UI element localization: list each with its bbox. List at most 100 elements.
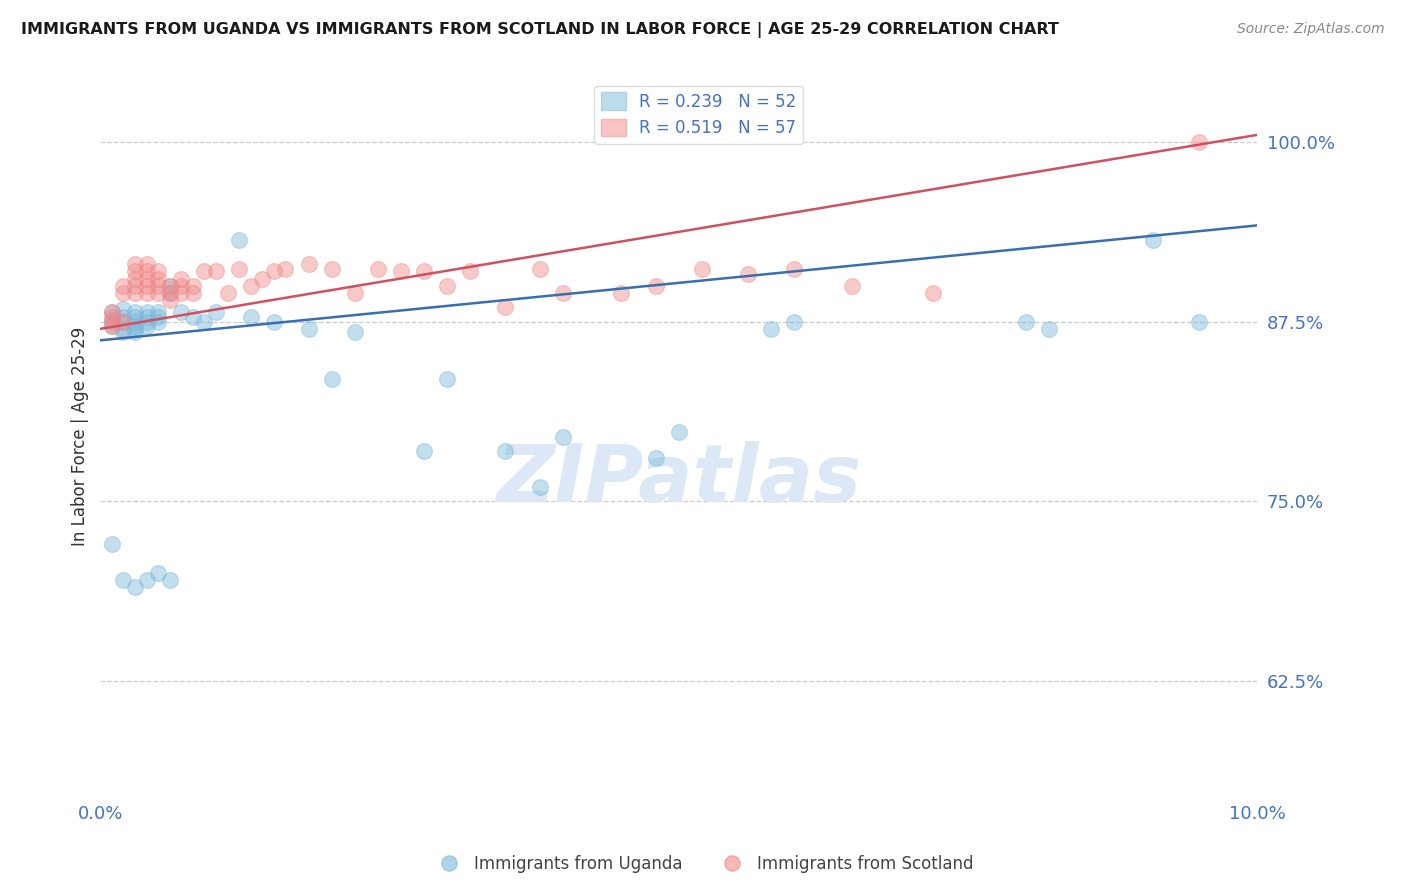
Point [124, 581, 146, 595]
Point [112, 285, 135, 300]
Point [124, 310, 146, 325]
Point [124, 278, 146, 293]
Point [101, 304, 124, 318]
Legend: R = 0.239   N = 52, R = 0.519   N = 57: R = 0.239 N = 52, R = 0.519 N = 57 [595, 86, 803, 144]
Point [148, 264, 170, 278]
Point [135, 257, 157, 271]
Point [263, 264, 285, 278]
Point [228, 233, 250, 247]
Point [159, 278, 181, 293]
Point [112, 325, 135, 339]
Point [170, 304, 193, 318]
Point [170, 271, 193, 285]
Point [148, 285, 170, 300]
Point [124, 325, 146, 339]
Point [124, 304, 146, 318]
Point [159, 574, 181, 588]
Point [413, 264, 436, 278]
Point [101, 537, 124, 551]
Point [529, 261, 551, 276]
Point [124, 285, 146, 300]
Point [610, 285, 633, 300]
Point [181, 278, 204, 293]
Point [1188, 315, 1211, 329]
Point [1015, 315, 1038, 329]
Point [135, 315, 157, 329]
Point [135, 285, 157, 300]
Text: ZIPatlas: ZIPatlas [496, 441, 862, 518]
Point [101, 318, 124, 333]
Point [343, 325, 366, 339]
Point [922, 285, 945, 300]
Point [101, 304, 124, 318]
Point [494, 444, 516, 458]
Point [112, 315, 135, 329]
Point [148, 566, 170, 580]
Point [124, 318, 146, 333]
Point [159, 293, 181, 307]
Point [135, 278, 157, 293]
Point [135, 264, 157, 278]
Point [644, 278, 666, 293]
Point [101, 318, 124, 333]
Point [124, 257, 146, 271]
Point [135, 310, 157, 325]
Point [135, 574, 157, 588]
Point [690, 261, 713, 276]
Point [112, 301, 135, 316]
Point [389, 264, 412, 278]
Point [101, 310, 124, 325]
Point [181, 285, 204, 300]
Point [1038, 322, 1060, 336]
Point [644, 451, 666, 466]
Point [112, 310, 135, 325]
Point [737, 267, 759, 281]
Point [148, 271, 170, 285]
Point [135, 271, 157, 285]
Point [112, 322, 135, 336]
Point [112, 315, 135, 329]
Point [239, 278, 262, 293]
Point [297, 322, 319, 336]
Point [783, 261, 806, 276]
Point [321, 372, 343, 386]
Point [551, 285, 574, 300]
Point [551, 429, 574, 443]
Point [124, 322, 146, 336]
Point [239, 310, 262, 325]
Point [205, 264, 228, 278]
Point [148, 304, 170, 318]
Point [263, 315, 285, 329]
Text: IMMIGRANTS FROM UGANDA VS IMMIGRANTS FROM SCOTLAND IN LABOR FORCE | AGE 25-29 CO: IMMIGRANTS FROM UGANDA VS IMMIGRANTS FRO… [21, 22, 1059, 38]
Point [413, 444, 436, 458]
Point [124, 315, 146, 329]
Point [159, 285, 181, 300]
Point [135, 304, 157, 318]
Legend: Immigrants from Uganda, Immigrants from Scotland: Immigrants from Uganda, Immigrants from … [426, 848, 980, 880]
Point [124, 264, 146, 278]
Point [159, 285, 181, 300]
Y-axis label: In Labor Force | Age 25-29: In Labor Force | Age 25-29 [72, 327, 89, 546]
Text: Source: ZipAtlas.com: Source: ZipAtlas.com [1237, 22, 1385, 37]
Point [761, 322, 783, 336]
Point [217, 285, 239, 300]
Point [297, 257, 319, 271]
Point [112, 574, 135, 588]
Point [205, 304, 228, 318]
Point [112, 278, 135, 293]
Point [668, 425, 690, 440]
Point [170, 285, 193, 300]
Point [494, 301, 516, 315]
Point [321, 261, 343, 276]
Point [841, 278, 863, 293]
Point [228, 261, 250, 276]
Point [181, 310, 204, 325]
Point [101, 313, 124, 327]
Point [148, 310, 170, 325]
Point [529, 480, 551, 494]
Point [170, 278, 193, 293]
Point [436, 372, 458, 386]
Point [460, 264, 482, 278]
Point [193, 264, 215, 278]
Point [783, 315, 806, 329]
